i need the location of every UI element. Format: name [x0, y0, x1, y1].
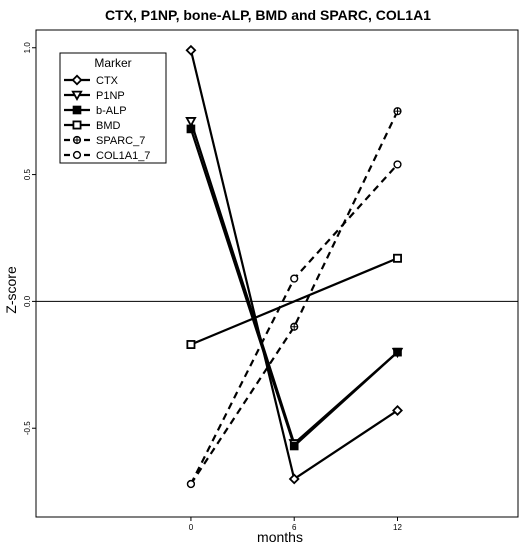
- legend-title: Marker: [94, 56, 131, 70]
- series-point-col1a1-7: [393, 160, 402, 169]
- x-tick-label: 0: [189, 523, 194, 532]
- x-axis-ticks: 0 6 12: [189, 517, 402, 532]
- series-markers: [185, 44, 404, 489]
- series-lines: [189, 50, 399, 485]
- legend-label-p1np: P1NP: [96, 90, 125, 102]
- y-axis-label: Z-score: [3, 266, 19, 314]
- series-point-p1np: [185, 117, 197, 128]
- legend-label-bmd: BMD: [96, 120, 121, 132]
- x-tick-label: 6: [292, 523, 297, 532]
- series-point-b-alp: [289, 441, 299, 451]
- series-point-b-alp: [393, 347, 402, 357]
- series-line-ctx: [189, 50, 399, 481]
- series-point-bmd: [393, 253, 402, 263]
- series-point-sparc-7: [290, 322, 299, 331]
- series-point-col1a1-7: [290, 274, 299, 283]
- legend-items: CTX P1NP b-ALP BMD SPARC_7 COL1A1_7: [64, 74, 150, 162]
- series-point-ctx: [392, 404, 403, 416]
- series-point-bmd: [186, 340, 196, 349]
- legend-swatch-marker-p1np: [71, 90, 83, 102]
- legend-swatch-marker-bmd: [72, 120, 82, 130]
- legend: Marker CTX P1NP b-ALP BMD SPARC_7 COL1A1_7: [59, 52, 167, 164]
- legend-label-sparc-7: SPARC_7: [96, 135, 145, 147]
- legend-swatch-marker-b-alp: [72, 105, 82, 115]
- series-point-col1a1-7: [186, 479, 196, 489]
- series-point-ctx: [288, 473, 300, 485]
- x-axis-label: months: [257, 529, 303, 545]
- series-line-sparc-7: [190, 110, 399, 485]
- y-tick-label: 1.0: [23, 42, 32, 54]
- x-tick-label: 12: [393, 523, 402, 532]
- series-point-sparc-7: [393, 107, 402, 116]
- chart-title: CTX, P1NP, bone-ALP, BMD and SPARC, COL1…: [105, 7, 431, 23]
- y-tick-label: 0.0: [23, 295, 32, 307]
- plot-frame: [35, 29, 519, 518]
- legend-swatch-marker-sparc-7: [72, 135, 82, 145]
- y-tick-label: 0.5: [23, 168, 32, 180]
- legend-swatch-marker-ctx: [71, 74, 83, 86]
- series-point-ctx: [185, 44, 197, 56]
- series-line-bmd: [190, 257, 398, 346]
- y-tick-label: -0.5: [23, 421, 32, 435]
- legend-label-b-alp: b-ALP: [96, 105, 127, 117]
- series-point-b-alp: [186, 124, 196, 134]
- y-axis-ticks: -0.5 0.0 0.5 1.0: [23, 42, 36, 435]
- legend-label-col1a1-7: COL1A1_7: [96, 150, 150, 162]
- legend-swatch-marker-col1a1-7: [72, 150, 82, 160]
- legend-label-ctx: CTX: [96, 75, 119, 87]
